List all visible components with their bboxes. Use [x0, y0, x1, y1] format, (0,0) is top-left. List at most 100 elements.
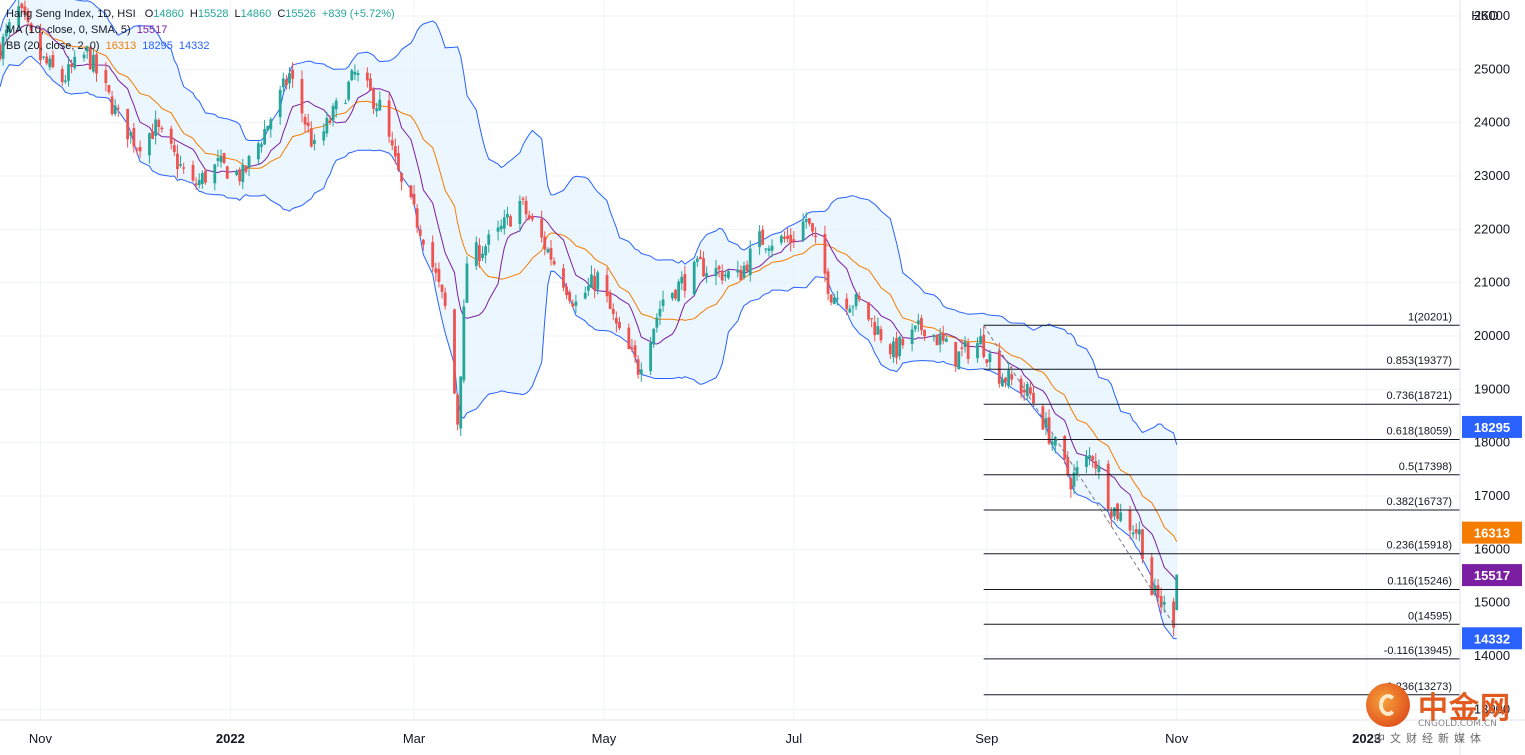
candle-body: [985, 359, 989, 363]
candle: [674, 288, 677, 301]
candle: [720, 264, 724, 285]
candle-body: [804, 219, 808, 222]
candle-body: [322, 131, 326, 141]
candle-body: [353, 71, 357, 75]
y-tick-label: 15000: [1474, 595, 1510, 610]
candle: [727, 269, 730, 280]
price-tag-bg: [1462, 415, 1522, 438]
candle: [549, 240, 553, 266]
candle: [954, 341, 958, 372]
candle-body: [997, 350, 1001, 384]
candle-body: [590, 274, 593, 288]
candle-body: [138, 146, 142, 152]
candle: [434, 262, 438, 282]
candle-body: [988, 353, 992, 363]
watermark-brand-cn: 中金网: [1418, 691, 1511, 726]
candle: [278, 85, 282, 125]
candle: [356, 70, 360, 82]
candle: [985, 359, 989, 368]
legend-ma-value: 15517: [136, 24, 168, 36]
candle-body: [954, 342, 958, 367]
candle: [1119, 503, 1123, 523]
candle-body: [892, 341, 895, 358]
candle-body: [792, 239, 796, 242]
candle-body: [671, 292, 674, 299]
candle-body: [655, 317, 659, 328]
candle: [1137, 521, 1141, 542]
candle-body: [216, 158, 220, 161]
candle-body: [524, 200, 528, 215]
fib-level-label: 0.853(19377): [1387, 355, 1452, 367]
candle: [944, 335, 948, 343]
candle: [898, 335, 902, 360]
x-tick-label: Mar: [403, 731, 426, 746]
candle: [895, 331, 898, 365]
candle-body: [1004, 377, 1007, 383]
candle-body: [826, 271, 830, 294]
candle-body: [854, 294, 858, 307]
candle-body: [1047, 417, 1051, 444]
y-tick-label: 18000: [1474, 435, 1510, 450]
candle-body: [568, 292, 572, 301]
candle: [876, 317, 880, 335]
fibonacci: 1(20201) 0.853(19377) 0.736(18721) 0.618(18…: [983, 311, 1460, 696]
candle-body: [702, 258, 705, 277]
candle-body: [1172, 601, 1176, 628]
candle-body: [543, 236, 547, 250]
candle-body: [39, 32, 42, 61]
candle-body: [1131, 532, 1135, 535]
candle: [935, 333, 939, 346]
candle: [157, 117, 161, 134]
candle-body: [835, 298, 839, 300]
candle-body: [481, 253, 484, 259]
candle-body: [661, 299, 665, 307]
candle: [870, 317, 874, 328]
candle-body: [1128, 509, 1132, 531]
candle: [260, 141, 263, 153]
candle-body: [300, 78, 304, 114]
candle-body: [172, 145, 176, 153]
candle: [571, 299, 575, 309]
candle-body: [390, 140, 394, 146]
candle-body: [695, 258, 699, 263]
candle: [1091, 454, 1095, 468]
candle: [736, 260, 740, 278]
candle: [51, 50, 55, 69]
bb-fill: [0, 0, 1177, 639]
candle: [506, 206, 509, 226]
candle: [1025, 381, 1029, 401]
candle: [107, 84, 111, 95]
candle: [397, 145, 400, 172]
candle-body: [832, 297, 836, 305]
fib-trend-line: [983, 325, 1175, 625]
candle: [636, 355, 640, 379]
candle-body: [465, 263, 469, 303]
candle: [390, 131, 394, 151]
candle-body: [204, 171, 207, 183]
candle: [48, 55, 52, 71]
price-tag-bb-upper: 18295: [1462, 415, 1522, 438]
candle: [225, 165, 229, 179]
candle-body: [331, 105, 335, 121]
candle: [1172, 597, 1176, 637]
price-tag-bg: [1462, 564, 1522, 587]
candle-body: [938, 335, 942, 345]
candle-body: [932, 335, 936, 338]
legend-ma-row: MA (10, close, 0, SMA, 5) 15517: [6, 22, 395, 38]
candles: [0, 0, 1179, 637]
candle-body: [758, 231, 761, 248]
candle: [1097, 459, 1101, 480]
candle: [596, 270, 600, 295]
candle-body: [70, 64, 73, 67]
candle-body: [502, 217, 506, 229]
candle-body: [369, 78, 372, 91]
y-tick-label: 22000: [1474, 221, 1510, 236]
candle: [779, 234, 783, 246]
legend-close: 15526: [285, 8, 316, 20]
candle: [191, 160, 195, 183]
y-tick-label: 25000: [1474, 61, 1510, 76]
candle-body: [779, 235, 783, 243]
candle-body: [365, 72, 369, 81]
candle: [677, 279, 681, 303]
